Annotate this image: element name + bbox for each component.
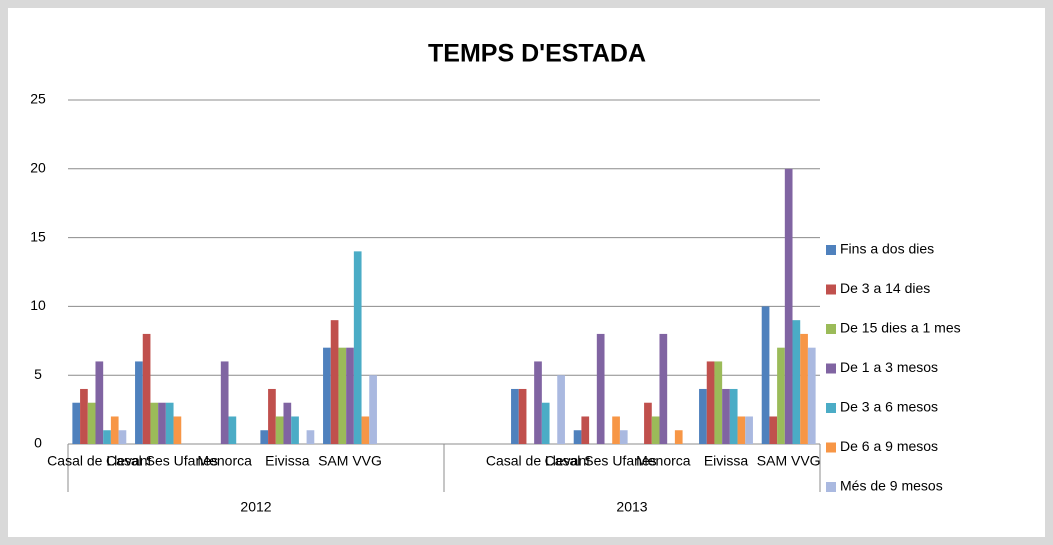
legend-label: De 6 a 9 mesos xyxy=(840,438,938,454)
bar xyxy=(777,347,785,444)
bar xyxy=(651,416,660,444)
x-tick-label: SAM VVG xyxy=(757,453,821,469)
bar xyxy=(220,361,229,444)
x-tick-label: Eivissa xyxy=(704,453,749,469)
bar xyxy=(534,361,542,444)
legend-swatch xyxy=(826,442,836,453)
bar xyxy=(792,320,801,444)
bar xyxy=(142,333,151,444)
bar xyxy=(135,361,143,444)
bar xyxy=(699,388,707,444)
bar xyxy=(260,430,269,444)
bar xyxy=(330,320,339,444)
bar xyxy=(659,333,668,444)
bar xyxy=(722,388,730,444)
bar xyxy=(80,388,88,444)
legend-swatch xyxy=(826,284,836,295)
bar xyxy=(581,416,590,444)
x-tick-label: Casal de Llevant xyxy=(47,453,151,469)
bar xyxy=(745,416,753,444)
bar xyxy=(769,416,778,444)
y-tick-label: 15 xyxy=(30,228,46,244)
bar xyxy=(706,361,715,444)
bar xyxy=(361,416,370,444)
legend-label: De 3 a 6 mesos xyxy=(840,399,938,415)
legend-swatch xyxy=(826,482,836,492)
bar xyxy=(784,168,793,445)
bar xyxy=(72,402,81,444)
bar xyxy=(228,416,237,444)
bar xyxy=(807,347,816,444)
bar xyxy=(306,430,315,444)
x-tick-label: Menorca xyxy=(636,453,691,469)
bar xyxy=(103,430,111,444)
bar xyxy=(596,333,605,444)
x-tick-label: SAM VVG xyxy=(318,453,382,469)
x-tick-label: Casal Ses Ufanes xyxy=(106,453,218,469)
legend-label: De 15 dies a 1 mes xyxy=(840,320,961,336)
legend-label: De 1 a 3 mesos xyxy=(840,359,938,375)
x-tick-label: Casal de Llevant xyxy=(486,453,590,469)
bar xyxy=(674,430,683,444)
bar xyxy=(369,375,377,444)
bar xyxy=(729,388,738,444)
bar xyxy=(346,347,354,444)
bar xyxy=(291,416,299,444)
bar xyxy=(511,388,519,444)
legend-label: Fins a dos dies xyxy=(840,241,934,257)
bar xyxy=(353,251,362,444)
legend-swatch xyxy=(826,363,836,374)
y-tick-label: 0 xyxy=(34,435,42,451)
bar xyxy=(118,430,127,444)
year-label: 2012 xyxy=(240,499,271,515)
chart-title: TEMPS D'ESTADA xyxy=(428,40,646,68)
y-tick-label: 5 xyxy=(34,366,42,382)
bar xyxy=(714,361,723,444)
y-tick-label: 25 xyxy=(30,91,46,107)
bar xyxy=(761,306,770,444)
bar xyxy=(173,416,182,444)
bar xyxy=(737,416,746,444)
bar xyxy=(158,402,166,444)
bar xyxy=(275,416,284,444)
bar xyxy=(644,402,652,444)
bar xyxy=(323,347,331,444)
bar xyxy=(800,333,808,444)
bar xyxy=(338,347,347,444)
legend-swatch xyxy=(826,403,836,413)
year-label: 2013 xyxy=(616,499,647,515)
bar xyxy=(95,361,104,444)
bar xyxy=(150,402,159,444)
legend-swatch xyxy=(826,324,836,334)
bar xyxy=(165,402,174,444)
bar xyxy=(87,402,96,444)
legend-label: Més de 9 mesos xyxy=(840,478,943,494)
bar xyxy=(541,402,550,444)
bar xyxy=(573,430,582,444)
bar xyxy=(283,402,292,444)
bar xyxy=(518,388,527,444)
bar xyxy=(268,388,276,444)
y-tick-label: 10 xyxy=(30,297,46,313)
bar xyxy=(619,430,628,444)
bar xyxy=(557,375,565,444)
legend-swatch xyxy=(826,245,836,255)
bar xyxy=(110,416,119,444)
x-tick-label: Casal Ses Ufanes xyxy=(545,453,657,469)
x-tick-label: Menorca xyxy=(197,453,252,469)
bar xyxy=(612,416,620,444)
legend-label: De 3 a 14 dies xyxy=(840,280,930,296)
y-tick-label: 20 xyxy=(30,160,46,176)
x-tick-label: Eivissa xyxy=(265,453,310,469)
